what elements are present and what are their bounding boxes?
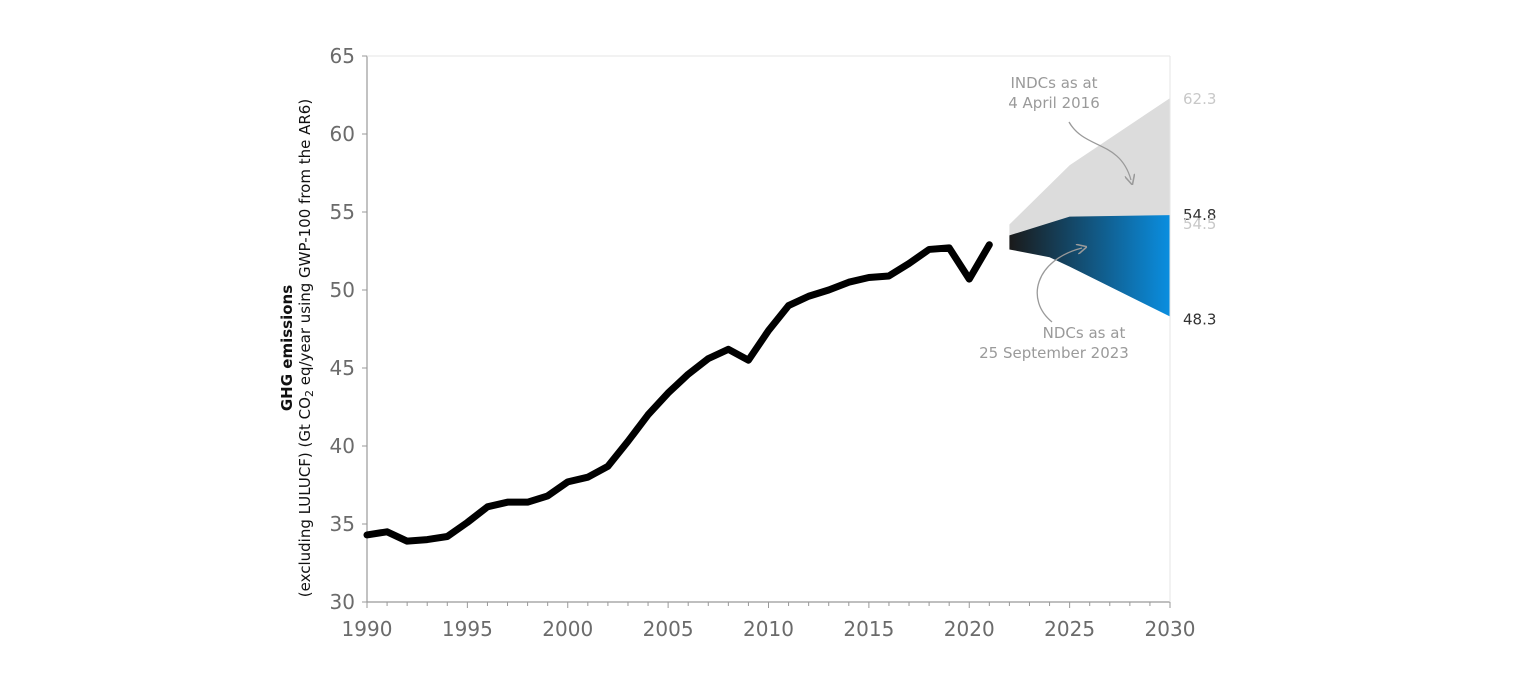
end-label-48-3: 48.3	[1183, 311, 1216, 329]
indc-band	[1009, 98, 1170, 239]
ndc-arrow	[1036, 248, 1082, 323]
x-tick-label: 2020	[944, 617, 995, 641]
projection-bands	[1009, 98, 1170, 317]
y-axis-title-sub: 2	[303, 390, 316, 397]
historical-emissions-line	[363, 241, 993, 545]
end-label-54-5: 54.5	[1183, 215, 1216, 233]
indc-annotation-line2: 4 April 2016	[1008, 94, 1100, 112]
x-tick-label: 2025	[1044, 617, 1095, 641]
y-tick-label: 35	[330, 512, 355, 536]
ndc-annotation-line2: 25 September 2023	[979, 344, 1129, 362]
y-tick-label: 30	[330, 590, 355, 614]
x-tick-label: 1990	[342, 617, 393, 641]
y-tick-label: 65	[330, 44, 355, 68]
y-axis-title-pre: (excluding LULUCF) (Gt CO	[296, 397, 314, 597]
x-tick-label: 2030	[1145, 617, 1196, 641]
x-tick-label: 2000	[542, 617, 593, 641]
end-label-54-8: 54.8	[1183, 206, 1216, 224]
ndc-band	[1009, 215, 1170, 317]
x-tick-label: 2005	[643, 617, 694, 641]
y-tick-label: 60	[330, 122, 355, 146]
indc-annotation-line1: INDCs as at	[1010, 74, 1097, 92]
end-label-62-3: 62.3	[1183, 90, 1216, 108]
x-tick-label: 2015	[843, 617, 894, 641]
y-tick-label: 55	[330, 200, 355, 224]
indc-arrow	[1068, 121, 1131, 180]
y-tick-label: 50	[330, 278, 355, 302]
y-tick-label: 40	[330, 434, 355, 458]
series	[363, 241, 993, 545]
y-tick-label: 45	[330, 356, 355, 380]
x-tick-label: 2010	[743, 617, 794, 641]
ndc-annotation-line1: NDCs as at	[1043, 324, 1126, 342]
y-axis-title-line1: GHG emissions	[278, 285, 296, 411]
axes: 30 35 40 45 50 55 60 65 1990 1995 2000 2005 2010 2015…	[330, 44, 1196, 641]
x-tick-label: 1995	[442, 617, 493, 641]
y-axis-title-line2: (excluding LULUCF) (Gt CO2 eq/year using…	[296, 99, 316, 597]
end-labels: 62.3 54.854.5 48.3	[1183, 90, 1216, 328]
y-axis-title-post: eq/year using GWP-100 from the AR6)	[296, 99, 314, 390]
